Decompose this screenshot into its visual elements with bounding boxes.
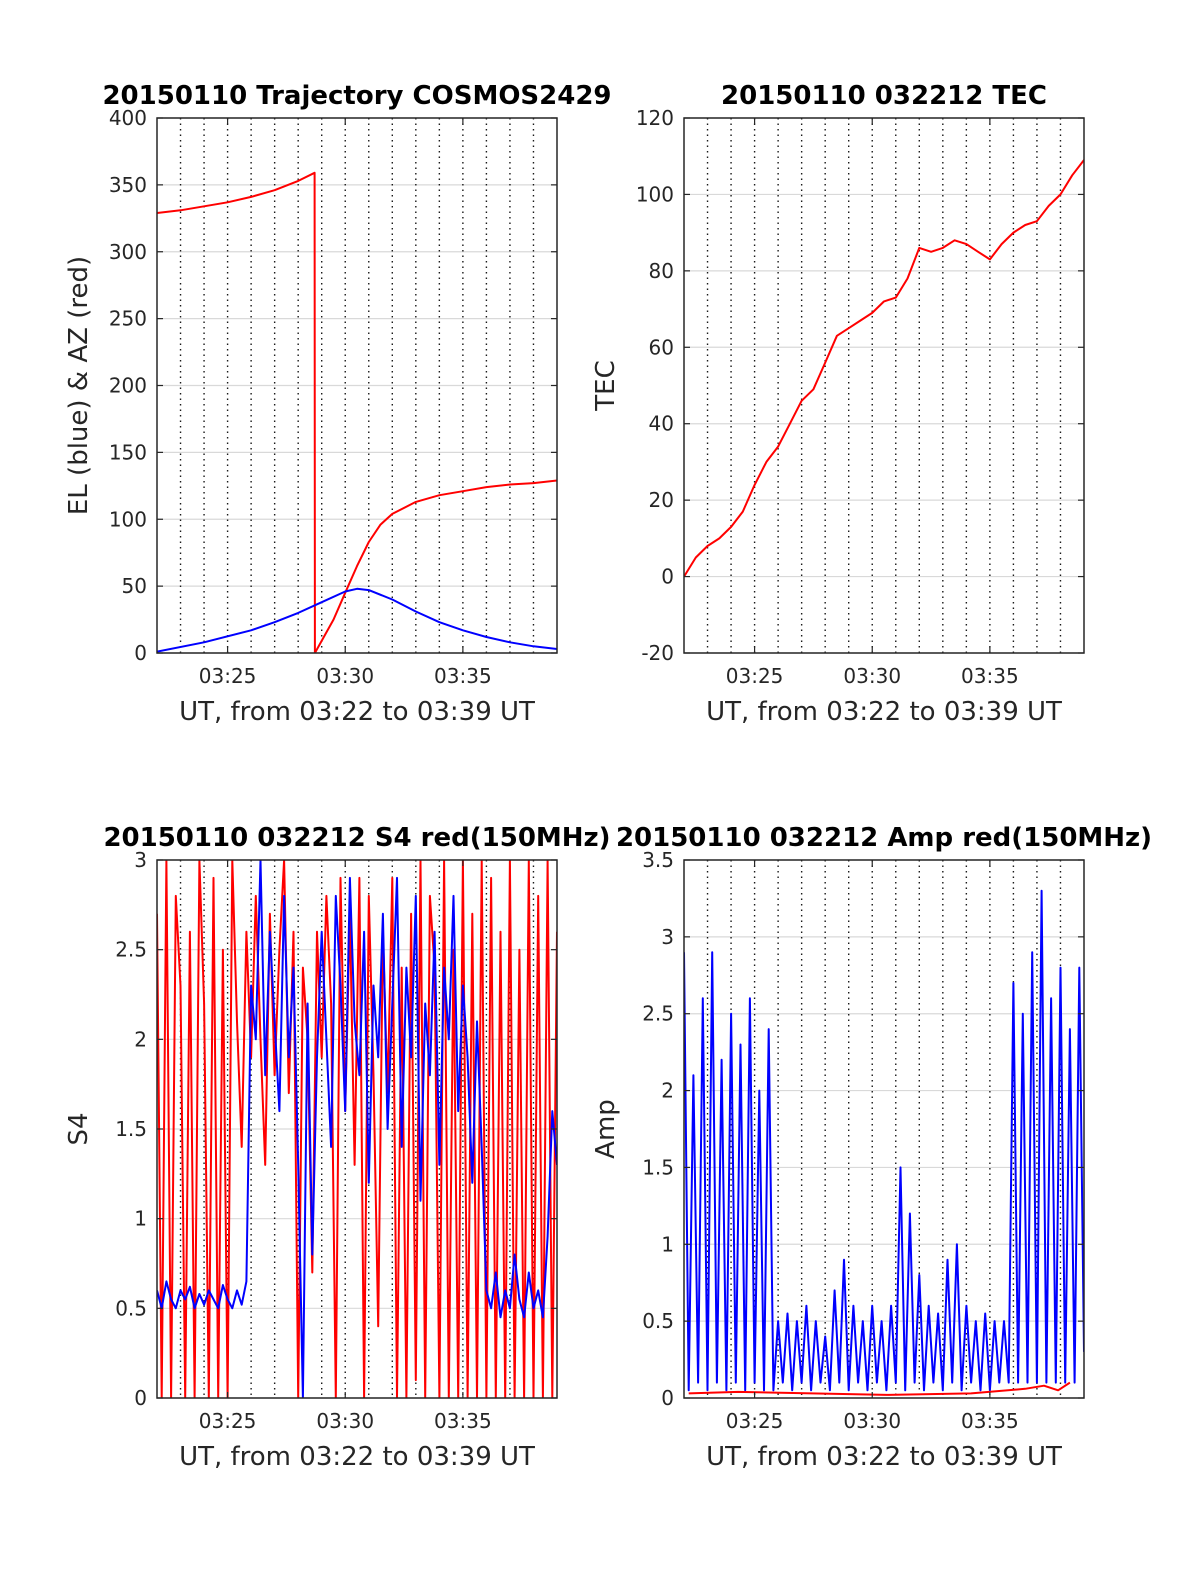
y-tick-label: 3 [661,925,674,949]
y-tick-label: 1.5 [642,1155,674,1179]
y-tick-label: 3 [134,848,147,872]
y-tick-label: 20 [649,488,674,512]
s4-title: 20150110 032212 S4 red(150MHz) [103,823,610,853]
y-tick-label: 150 [109,440,147,464]
y-tick-label: 0.5 [642,1309,674,1333]
amp-x-axis-label: UT, from 03:22 to 03:39 UT [706,1442,1062,1472]
axes-box [683,859,1085,1399]
axes-box [683,117,1085,654]
tec-chart: -20 0 20 40 60 80 100 120 03:25 03:30 03:35 2015011… [591,81,1085,727]
x-tick-label: 03:25 [199,664,257,688]
y-tick-label: 3.5 [642,848,674,872]
y-tick-label: 50 [122,574,147,598]
y-tick-label: 300 [109,240,147,264]
amp-chart: 0 0.5 1 1.5 2 2.5 3 3.5 03:25 03:30 03:35 20150110 … [591,823,1152,1472]
y-tick-label: 2 [661,1079,674,1103]
y-tick-label: 100 [636,182,674,206]
x-tick-label: 03:30 [316,664,374,688]
x-tick-label: 03:30 [843,1409,901,1433]
y-tick-label: 2.5 [642,1002,674,1026]
tec-series-0-line [684,159,1084,578]
x-tick-label: 03:35 [961,664,1019,688]
y-tick-label: 40 [649,412,674,436]
y-tick-label: 0 [661,1386,674,1410]
s4-series-0-line [157,860,557,1398]
amp-series-0-line [684,889,1084,1392]
y-tick-label: 2 [134,1027,147,1051]
y-tick-label: 0 [134,1386,147,1410]
amp-series-1-line [688,1381,1071,1396]
y-tick-label: 350 [109,173,147,197]
s4-chart: 0 0.5 1 1.5 2 2.5 3 03:25 03:30 03:35 20150110 032… [64,823,611,1472]
amp-title: 20150110 032212 Amp red(150MHz) [616,823,1152,853]
tec-title: 20150110 032212 TEC [721,81,1047,111]
s4-x-axis-label: UT, from 03:22 to 03:39 UT [179,1442,535,1472]
traj-x-axis-label: UT, from 03:22 to 03:39 UT [179,697,535,727]
y-tick-label: 0 [134,641,147,665]
y-tick-label: 100 [109,507,147,531]
y-tick-label: 1 [134,1207,147,1231]
y-tick-label: 2.5 [115,938,147,962]
amp-y-axis-label: Amp [591,1099,621,1159]
y-tick-label: 250 [109,307,147,331]
y-tick-label: 0 [661,565,674,589]
x-tick-label: 03:30 [843,664,901,688]
y-tick-label: 60 [649,335,674,359]
x-tick-label: 03:25 [726,1409,784,1433]
y-tick-label: 200 [109,374,147,398]
x-tick-label: 03:35 [434,1409,492,1433]
x-tick-label: 03:25 [199,1409,257,1433]
y-tick-label: 1 [661,1232,674,1256]
y-tick-label: 1.5 [115,1117,147,1141]
traj-series-0-line [157,171,557,653]
y-tick-label: 0.5 [115,1296,147,1320]
x-tick-label: 03:35 [961,1409,1019,1433]
y-tick-label: 400 [109,106,147,130]
tec-y-axis-label: TEC [591,360,621,411]
s4-series-1-line [157,860,557,1398]
x-tick-label: 03:30 [316,1409,374,1433]
x-tick-label: 03:25 [726,664,784,688]
tec-x-axis-label: UT, from 03:22 to 03:39 UT [706,697,1062,727]
x-tick-label: 03:35 [434,664,492,688]
traj-y-axis-label: EL (blue) & AZ (red) [64,256,94,515]
y-tick-label: 120 [636,106,674,130]
traj-series-1-line [157,587,557,653]
y-tick-label: -20 [641,641,674,665]
y-tick-label: 80 [649,259,674,283]
traj-chart: 0 50 100 150 200 250 300 350 400 03:25 03:30 03:35 2… [64,81,612,727]
s4-y-axis-label: S4 [64,1112,94,1145]
traj-title: 20150110 Trajectory COSMOS2429 [102,81,611,111]
